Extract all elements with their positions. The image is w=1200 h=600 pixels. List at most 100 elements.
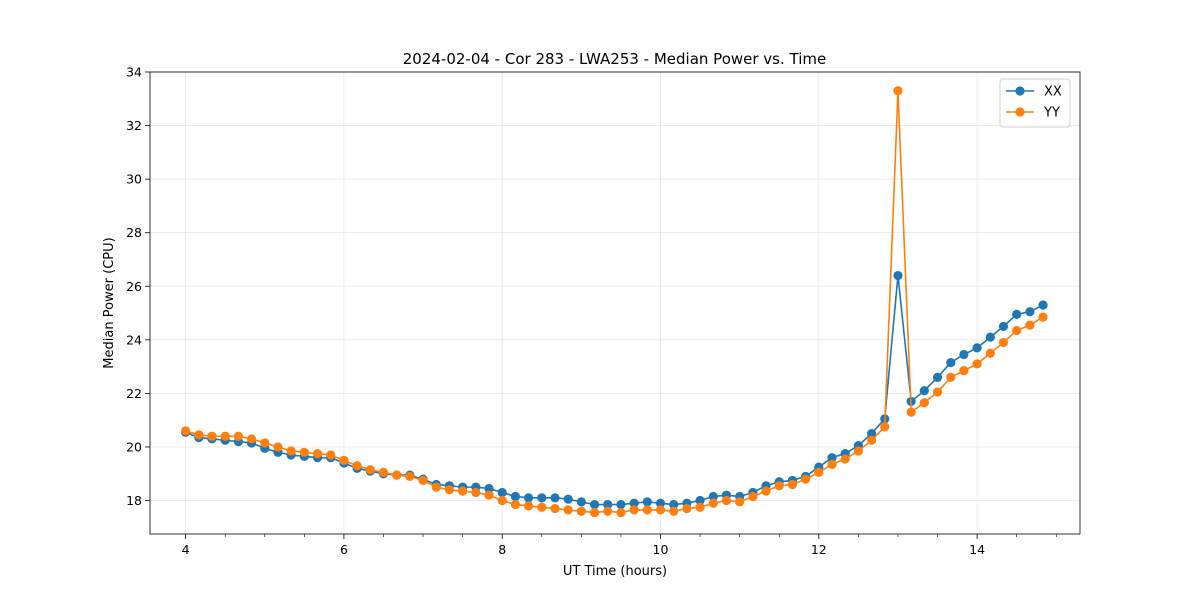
data-point-xx: [1025, 307, 1035, 317]
data-point-yy: [471, 487, 481, 498]
data-point-yy: [893, 86, 903, 96]
axes: 4 6 8 10 12 14 18 20 22 24 26 28 30 32 34: [126, 65, 1057, 557]
y-axis-label: Median Power (CPU): [102, 237, 117, 368]
data-point-yy: [603, 506, 613, 516]
data-point-yy: [365, 465, 375, 475]
data-point-yy: [642, 505, 652, 515]
data-point-yy: [1012, 325, 1022, 336]
data-point-yy: [589, 507, 600, 518]
data-point-yy: [655, 505, 666, 515]
data-point-yy: [616, 507, 626, 518]
data-point-yy: [273, 442, 283, 452]
x-axis-label: UT Time (hours): [563, 564, 667, 579]
data-point-xx: [893, 270, 903, 281]
data-point-xx: [510, 491, 521, 502]
data-point-xx: [827, 453, 837, 463]
data-point-yy: [629, 505, 639, 515]
data-point-yy: [510, 499, 521, 510]
data-point-xx: [946, 357, 956, 368]
data-point-yy: [378, 467, 389, 477]
x-tick-label: 10: [653, 542, 669, 557]
data-point-xx: [484, 483, 494, 494]
data-point-yy: [669, 506, 679, 516]
x-tick-label: 14: [969, 542, 985, 557]
data-point-yy: [959, 366, 969, 376]
legend-swatch-marker: [1015, 107, 1025, 117]
data-point-yy: [853, 446, 863, 456]
data-point-xx: [576, 497, 586, 507]
data-point-xx: [919, 386, 929, 396]
data-point-yy: [682, 503, 692, 514]
data-point-xx: [563, 494, 573, 504]
data-point-yy: [523, 501, 534, 511]
data-point-yy: [906, 407, 916, 417]
data-point-yy: [339, 455, 349, 465]
data-point-yy: [985, 348, 995, 358]
data-point-yy: [537, 502, 547, 512]
data-point-yy: [444, 485, 455, 495]
data-point-xx: [629, 498, 639, 508]
data-point-yy: [800, 474, 811, 484]
series: [181, 86, 1048, 518]
data-point-xx: [708, 491, 718, 502]
x-tick-label: 4: [182, 542, 190, 557]
data-point-yy: [392, 470, 402, 480]
data-point-xx: [550, 493, 560, 503]
y-tick-label: 22: [126, 386, 142, 401]
data-point-xx: [959, 349, 969, 360]
data-point-yy: [484, 490, 494, 500]
data-point-xx: [603, 499, 613, 510]
data-point-yy: [998, 337, 1009, 348]
data-point-yy: [721, 495, 732, 506]
data-point-yy: [299, 447, 309, 457]
data-point-yy: [246, 434, 257, 444]
y-tick-label: 28: [126, 225, 142, 240]
data-point-xx: [972, 343, 982, 353]
data-point-yy: [233, 431, 244, 441]
data-point-yy: [735, 497, 745, 507]
data-point-yy: [1038, 312, 1048, 322]
data-point-yy: [550, 503, 560, 514]
data-point-yy: [260, 438, 270, 448]
legend-item-yy: YY: [1006, 106, 1060, 121]
data-point-xx: [616, 499, 626, 510]
data-point-yy: [326, 450, 336, 460]
data-point-yy: [708, 498, 718, 508]
data-point-xx: [497, 487, 507, 498]
data-point-xx: [867, 428, 877, 439]
data-point-xx: [1038, 300, 1048, 310]
y-tick-label: 32: [126, 118, 142, 133]
data-point-yy: [181, 426, 191, 436]
y-tick-label: 26: [126, 279, 142, 294]
chart-title: 2024-02-04 - Cor 283 - LWA253 - Median P…: [403, 50, 827, 68]
data-point-xx: [985, 332, 995, 342]
data-point-yy: [405, 471, 415, 482]
data-point-xx: [932, 372, 943, 382]
data-point-yy: [563, 505, 573, 515]
data-point-xx: [1012, 309, 1022, 319]
data-point-xx: [669, 499, 679, 510]
y-tick-label: 18: [126, 493, 142, 508]
y-tick-label: 20: [126, 439, 142, 454]
data-point-xx: [998, 321, 1009, 332]
x-tick-label: 8: [498, 542, 506, 557]
data-point-yy: [695, 502, 705, 512]
data-point-yy: [761, 486, 771, 496]
x-tick-label: 6: [340, 542, 348, 557]
data-point-xx: [642, 497, 652, 507]
data-point-yy: [972, 359, 982, 369]
data-point-xx: [655, 498, 666, 508]
data-point-yy: [497, 495, 507, 506]
legend-item-xx: XX: [1006, 85, 1062, 100]
legend-label: YY: [1043, 106, 1060, 121]
data-point-yy: [932, 387, 943, 397]
data-point-xx: [537, 493, 547, 503]
data-point-yy: [814, 467, 824, 477]
y-tick-label: 30: [126, 172, 142, 187]
data-point-yy: [286, 446, 296, 456]
data-point-yy: [576, 506, 586, 516]
legend-label: XX: [1044, 85, 1062, 100]
data-point-yy: [194, 430, 204, 440]
data-point-yy: [458, 486, 468, 496]
